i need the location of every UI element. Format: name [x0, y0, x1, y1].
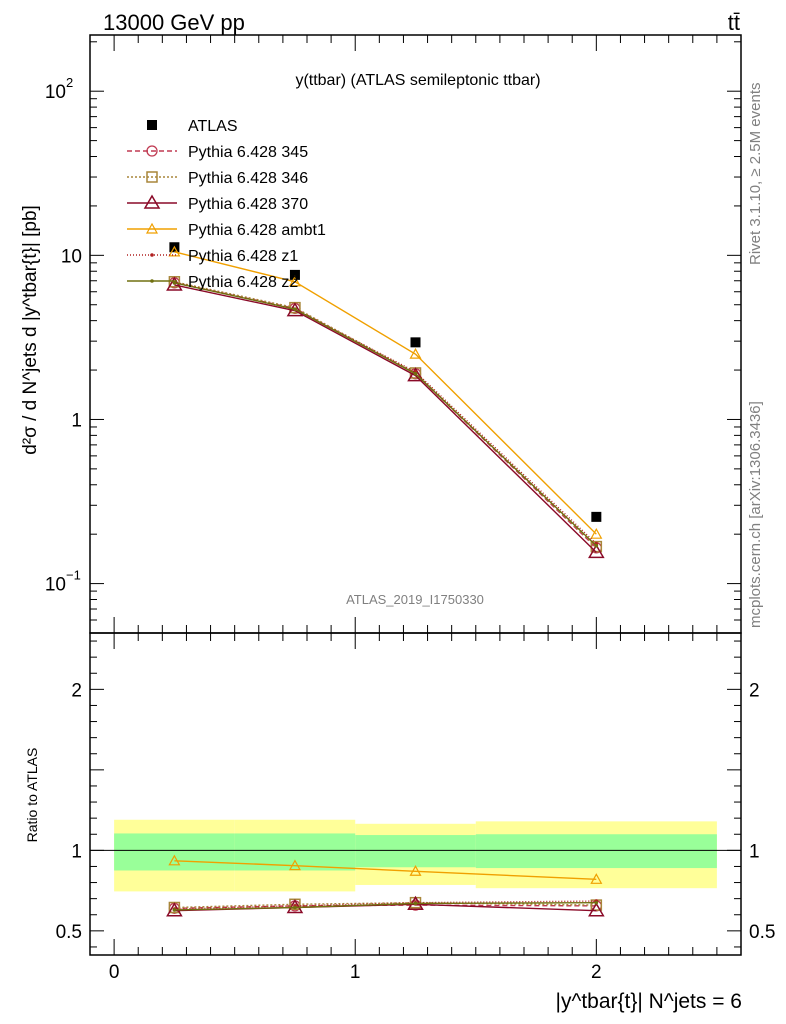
uncertainty-band-1-bin-2	[355, 835, 476, 868]
main-point-3-2	[407, 367, 424, 382]
main-series-line-6	[174, 282, 597, 547]
main-plot-title: y(ttbar) (ATLAS semileptonic ttbar)	[295, 72, 540, 89]
main-point-4-1	[288, 275, 301, 287]
main-ytick-label-2: 10	[61, 246, 82, 267]
main-ytick-base: 10	[45, 575, 66, 596]
ratio-series-3	[168, 854, 603, 884]
ratio-ytick-label-left-1: 1	[71, 841, 82, 862]
xtick-label-2: 2	[591, 962, 602, 983]
legend-entry-5: Pythia 6.428 z1	[127, 248, 298, 265]
ratio-series-5	[172, 900, 599, 912]
ratio-plot-area: 0.5 0.5 1 1 2 2 0 1 2	[56, 632, 775, 983]
main-point-4-2	[409, 347, 422, 359]
legend-marker-1	[146, 145, 158, 157]
legend-marker-2	[146, 171, 158, 183]
ratio-y-axis-label: Ratio to ATLAS	[24, 748, 40, 843]
ratio-point-2-3	[588, 902, 605, 917]
legend-entry-1: Pythia 6.428 345	[127, 144, 308, 161]
legend-marker-3	[143, 194, 161, 209]
legend-marker-5	[150, 253, 154, 257]
main-point-4-3	[590, 527, 603, 539]
ratio-ytick-label-right-0: 0.5	[749, 922, 775, 943]
main-ytick-exponent: −1	[66, 568, 81, 583]
main-point-6-1	[293, 307, 297, 311]
ratio-point-5-0	[172, 908, 177, 912]
header-right: tt̄	[728, 10, 740, 35]
main-point-0-2	[410, 337, 421, 348]
legend-label-6: Pythia 6.428 z2	[188, 274, 298, 291]
main-ytick-label-0: 10 −1	[45, 568, 81, 596]
legend-marker-6	[150, 279, 154, 283]
uncertainty-band-1-bin-1	[234, 833, 356, 871]
main-ytick-exponent: 2	[66, 75, 73, 90]
main-point-0-1	[289, 269, 300, 280]
legend-label-0: ATLAS	[188, 118, 238, 135]
legend-label-4: Pythia 6.428 ambt1	[188, 222, 326, 239]
legend-entry-4: Pythia 6.428 ambt1	[127, 222, 326, 239]
main-series-3	[166, 276, 605, 559]
ratio-point-5-1	[293, 905, 297, 910]
ratio-point-5-2	[413, 901, 418, 906]
main-series-6	[172, 281, 599, 548]
main-series-line-3	[174, 284, 597, 553]
ratio-point-3-1	[288, 859, 301, 871]
ratio-series-line-3	[174, 860, 597, 881]
main-point-0-3	[591, 511, 602, 522]
legend-marker-4	[145, 222, 159, 234]
main-series-line-4	[174, 251, 597, 535]
main-point-6-2	[413, 371, 418, 376]
ratio-point-3-3	[590, 873, 603, 884]
main-point-4-0	[168, 245, 181, 257]
main-ytick-label-1: 1	[71, 410, 82, 431]
main-ytick-base: 10	[45, 82, 66, 103]
rivet-label: Rivet 3.1.10, ≥ 2.5M events	[747, 83, 764, 266]
xtick-label-0: 0	[109, 962, 120, 983]
main-point-3-3	[588, 543, 605, 559]
main-y-axis-label: d²σ / d N^jets d |y^tbar{t}| [pb]	[20, 205, 41, 455]
main-series-line-1	[174, 282, 597, 549]
uncertainty-band-1-bin-3	[475, 834, 717, 869]
main-series-4	[168, 245, 603, 539]
main-ytick-label-3: 10 2	[45, 75, 73, 103]
x-axis-label: |y^tbar{t}| N^jets = 6	[556, 990, 742, 1013]
main-series-2	[168, 276, 603, 553]
main-point-3-1	[286, 302, 304, 317]
ratio-ytick-label-left-2: 2	[71, 680, 82, 701]
xtick-label-1: 1	[350, 962, 361, 983]
ratio-series-0	[168, 899, 602, 914]
legend-label-3: Pythia 6.428 370	[188, 196, 308, 213]
ratio-frame	[89, 632, 742, 956]
legend-label-2: Pythia 6.428 346	[188, 170, 308, 187]
legend-entry-2: Pythia 6.428 346	[127, 170, 308, 187]
legend-label-5: Pythia 6.428 z1	[188, 248, 298, 265]
main-series-5	[172, 280, 599, 546]
legend-entry-0: ATLAS	[147, 118, 238, 135]
ratio-point-3-2	[409, 865, 422, 876]
mcplots-label: mcplots.cern.ch [arXiv:1306.3436]	[747, 401, 764, 628]
ratio-ytick-label-left-0: 0.5	[56, 922, 82, 943]
main-point-6-3	[594, 543, 599, 548]
main-series-line-5	[174, 281, 597, 545]
ratio-series-line-4	[174, 900, 597, 910]
ratio-point-3-0	[168, 854, 181, 866]
legend-label-1: Pythia 6.428 345	[188, 144, 308, 161]
main-series-1	[168, 277, 602, 554]
ratio-series-line-1	[174, 901, 597, 909]
main-point-6-0	[172, 281, 177, 285]
ratio-ytick-label-right-1: 1	[749, 841, 760, 862]
legend-entry-6: Pythia 6.428 z2	[127, 274, 298, 291]
header-left: 13000 GeV pp	[103, 10, 245, 35]
legend-entry-3: Pythia 6.428 370	[127, 194, 308, 213]
legend: ATLAS Pythia 6.428 345 Pythia 6.428 346 Pyt…	[127, 118, 326, 291]
ratio-series-line-5	[174, 901, 597, 911]
main-series-line-2	[174, 281, 597, 548]
analysis-watermark: ATLAS_2019_I1750330	[346, 592, 484, 607]
legend-marker-0	[147, 120, 157, 130]
ratio-point-5-3	[594, 900, 599, 905]
ratio-ytick-label-right-2: 2	[749, 680, 760, 701]
